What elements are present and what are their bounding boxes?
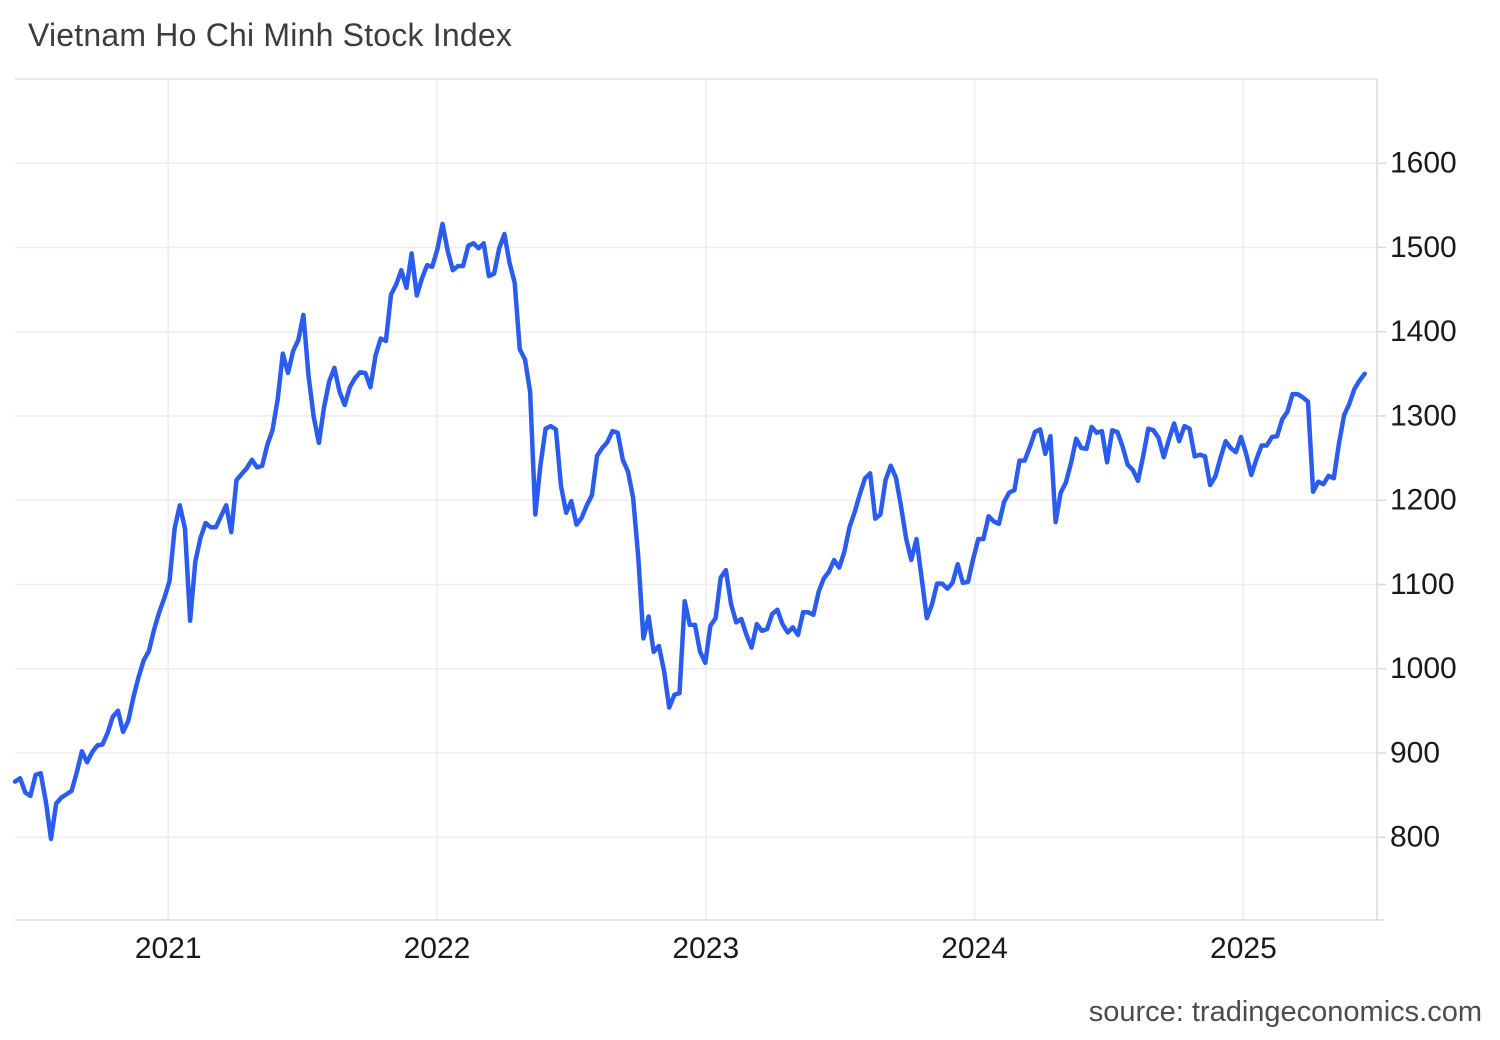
y-axis-label: 1000 — [1390, 652, 1457, 685]
x-axis-label: 2021 — [135, 932, 202, 965]
y-axis-label: 1200 — [1390, 484, 1457, 517]
y-axis-label: 1400 — [1390, 315, 1457, 348]
chart-title: Vietnam Ho Chi Minh Stock Index — [28, 17, 513, 53]
y-axis-label: 1300 — [1390, 399, 1457, 432]
x-axis-label: 2023 — [672, 932, 739, 965]
x-axis-label: 2024 — [941, 932, 1008, 965]
y-axis-label: 800 — [1390, 821, 1440, 854]
y-axis-label: 1600 — [1390, 147, 1457, 180]
y-axis-label: 1100 — [1390, 568, 1455, 601]
x-axis-label: 2025 — [1210, 932, 1277, 965]
y-axis-label: 900 — [1390, 736, 1440, 769]
source-attribution: source: tradingeconomics.com — [1088, 996, 1482, 1028]
price-line-series — [12, 221, 1367, 842]
y-axis-label: 1500 — [1390, 231, 1457, 264]
x-axis-label: 2022 — [404, 932, 471, 965]
